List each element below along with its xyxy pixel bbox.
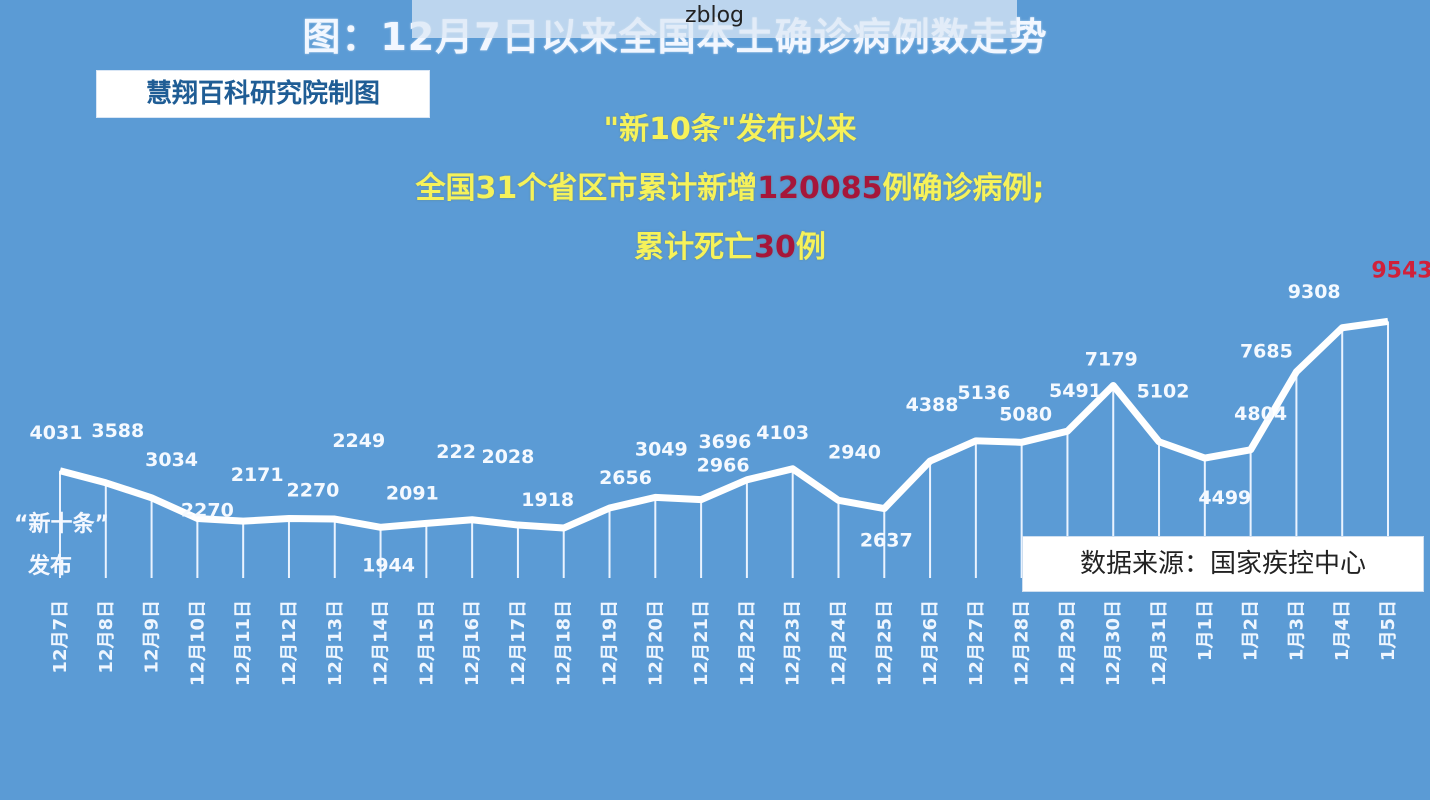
x-tick-label: 12月11日 bbox=[233, 600, 254, 686]
org-label: 慧翔百科研究院制图 bbox=[96, 70, 430, 118]
annotation-line2: 发布 bbox=[28, 554, 73, 579]
value-label: 2637 bbox=[860, 530, 913, 552]
value-label: 4388 bbox=[906, 394, 959, 416]
headline-line3: 累计死亡30例 bbox=[360, 222, 1100, 266]
value-label: 2270 bbox=[181, 499, 234, 521]
value-label: 2940 bbox=[828, 441, 881, 463]
x-tick-label: 12月29日 bbox=[1057, 600, 1078, 686]
value-label: 4103 bbox=[756, 422, 809, 444]
value-label: 2028 bbox=[481, 446, 534, 468]
x-tick-label: 12月27日 bbox=[966, 600, 987, 686]
annotation-line1: “新十条” bbox=[14, 512, 109, 537]
data-source: 数据来源：国家疾控中心 bbox=[1022, 536, 1424, 592]
x-tick-label: 12月16日 bbox=[462, 600, 483, 686]
watermark: zblog bbox=[412, 0, 1017, 38]
x-tick-label: 12月28日 bbox=[1012, 600, 1033, 686]
value-label: 9543 bbox=[1371, 258, 1430, 283]
value-label: 1918 bbox=[521, 489, 574, 511]
value-label: 3034 bbox=[145, 449, 198, 471]
value-label: 1944 bbox=[362, 554, 415, 576]
value-label: 2656 bbox=[599, 467, 652, 489]
value-label: 4499 bbox=[1198, 487, 1251, 509]
x-tick-label: 12月22日 bbox=[737, 600, 758, 686]
x-tick-label: 12月15日 bbox=[416, 600, 437, 686]
x-tick-label: 12月20日 bbox=[645, 600, 666, 686]
value-label: 7685 bbox=[1240, 341, 1293, 363]
value-label: 3696 bbox=[698, 431, 751, 453]
headline-line1: "新10条"发布以来 bbox=[603, 112, 857, 147]
x-tick-label: 12月17日 bbox=[508, 600, 529, 686]
x-tick-label: 12月13日 bbox=[325, 600, 346, 686]
total-deaths-number: 30 bbox=[754, 230, 796, 265]
headline-line3-suffix: 例 bbox=[795, 230, 826, 265]
x-tick-label: 12月23日 bbox=[783, 600, 804, 686]
series-line bbox=[59, 317, 1389, 532]
value-label: 9308 bbox=[1288, 281, 1341, 303]
value-label: 5491 bbox=[1049, 380, 1102, 402]
value-label: 2249 bbox=[332, 430, 385, 452]
x-tick-label: 1月3日 bbox=[1286, 600, 1307, 661]
headline-line2-prefix: 全国31个省区市累计新增 bbox=[415, 171, 758, 206]
x-tick-label: 12月9日 bbox=[142, 600, 163, 674]
value-label: 2171 bbox=[231, 464, 284, 486]
value-label: 5102 bbox=[1137, 381, 1190, 403]
value-label: 4031 bbox=[30, 422, 83, 444]
x-tick-label: 12月25日 bbox=[874, 600, 895, 686]
x-tick-label: 12月30日 bbox=[1103, 600, 1124, 686]
x-tick-label: 12月26日 bbox=[920, 600, 941, 686]
total-cases-number: 120085 bbox=[757, 171, 883, 206]
value-label: 4804 bbox=[1234, 403, 1287, 425]
headline-line3-prefix: 累计死亡 bbox=[634, 230, 755, 265]
x-tick-label: 1月5日 bbox=[1378, 600, 1399, 661]
x-tick-label: 12月31日 bbox=[1149, 600, 1170, 686]
value-label: 2091 bbox=[386, 482, 439, 504]
value-label: 222 bbox=[436, 441, 476, 463]
value-label: 7179 bbox=[1085, 348, 1138, 370]
value-label: 2966 bbox=[697, 455, 750, 477]
x-tick-label: 1月1日 bbox=[1195, 600, 1216, 661]
x-tick-label: 12月14日 bbox=[371, 600, 392, 686]
value-label: 5136 bbox=[957, 382, 1010, 404]
x-tick-label: 12月18日 bbox=[554, 600, 575, 686]
x-tick-label: 12月24日 bbox=[828, 600, 849, 686]
headline-line2-suffix: 例确诊病例; bbox=[882, 171, 1045, 206]
value-label: 2270 bbox=[287, 479, 340, 501]
x-tick-label: 12月8日 bbox=[96, 600, 117, 674]
x-tick-label: 12月21日 bbox=[691, 600, 712, 686]
x-tick-label: 12月19日 bbox=[600, 600, 621, 686]
x-tick-label: 12月7日 bbox=[50, 600, 71, 674]
value-label: 3049 bbox=[635, 438, 688, 460]
x-tick-label: 1月2日 bbox=[1241, 600, 1262, 661]
value-label: 3588 bbox=[91, 420, 144, 442]
x-tick-label: 12月12日 bbox=[279, 600, 300, 686]
x-tick-label: 1月4日 bbox=[1332, 600, 1353, 661]
value-label: 5080 bbox=[999, 403, 1052, 425]
x-tick-label: 12月10日 bbox=[187, 600, 208, 686]
headline-line2: 全国31个省区市累计新增120085例确诊病例; bbox=[360, 163, 1100, 207]
